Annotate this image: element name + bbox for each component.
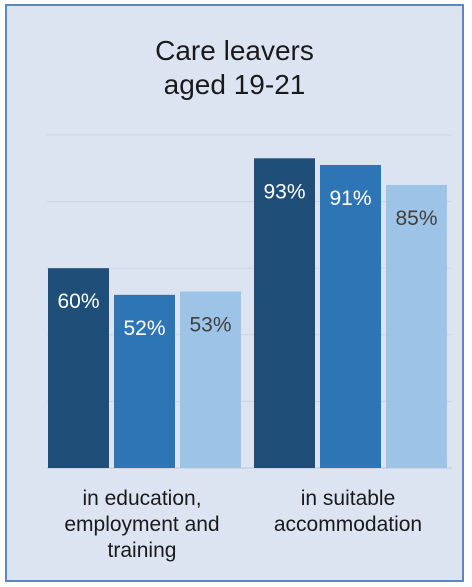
category-label-education: in education, employment and training bbox=[64, 487, 220, 562]
chart-title-line-1: Care leavers bbox=[155, 35, 314, 66]
data-label-education-1: 60% bbox=[57, 290, 99, 313]
chart-panel: Care leavers aged 19-21 60% 93% 52% 91% 53% 8… bbox=[5, 4, 464, 582]
bar-accommodation-1 bbox=[254, 158, 315, 468]
category-label-accommodation: in suitable accommodation bbox=[273, 487, 423, 536]
bar-accommodation-2 bbox=[320, 164, 381, 468]
data-label-accommodation-2: 91% bbox=[329, 187, 371, 210]
bar-accommodation-3 bbox=[386, 184, 447, 468]
data-label-education-3: 53% bbox=[189, 314, 231, 337]
bar-chart: 60% 93% 52% 91% 53% 85% bbox=[47, 134, 452, 469]
bar-education-1 bbox=[48, 268, 109, 468]
data-label-accommodation-3: 85% bbox=[395, 207, 437, 230]
data-label-accommodation-1: 93% bbox=[263, 180, 305, 203]
bar-education-2 bbox=[114, 294, 175, 468]
data-label-education-2: 52% bbox=[123, 317, 165, 340]
bar-education-3 bbox=[180, 291, 241, 468]
chart-title-line-2: aged 19-21 bbox=[163, 69, 306, 100]
chart-title: Care leavers aged 19-21 bbox=[7, 34, 462, 102]
